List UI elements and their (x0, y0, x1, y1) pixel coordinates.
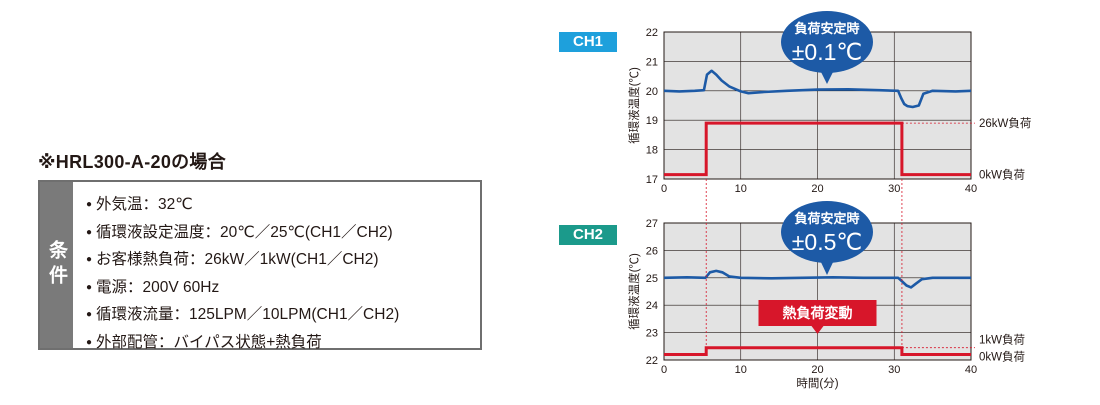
condition-item: お客様熱負荷：26kW／1kW(CH1／CH2) (86, 247, 399, 275)
x-axis-label: 時間(分) (796, 377, 838, 390)
y-tick-label: 24 (646, 300, 658, 312)
condition-item: 循環液流量：125LPM／10LPM(CH1／CH2) (86, 302, 399, 330)
y-tick-label: 25 (646, 273, 658, 285)
condition-item: 循環液設定温度：20℃／25℃(CH1／CH2) (86, 220, 399, 248)
callout-bubble (781, 201, 873, 263)
condition-item: 外部配管：バイパス状態+熱負荷 (86, 330, 399, 358)
y-tick-label: 18 (646, 145, 658, 157)
conditions-list: 外気温：32℃ 循環液設定温度：20℃／25℃(CH1／CH2) お客様熱負荷：… (86, 192, 399, 358)
y-axis-label: 循環液温度(℃) (627, 253, 641, 330)
y-tick-label: 26 (646, 245, 658, 257)
callout-value: ±0.5℃ (792, 229, 862, 255)
x-tick-label: 30 (888, 183, 900, 195)
x-tick-label: 10 (735, 364, 747, 376)
x-tick-label: 10 (735, 183, 747, 195)
x-tick-label: 30 (888, 364, 900, 376)
temperature-series-line (663, 269, 971, 289)
callout-bubble (781, 11, 873, 73)
load-high-label: 26kW負荷 (979, 117, 1031, 130)
ch1-badge: CH1 (559, 32, 617, 52)
x-tick-label: 20 (811, 364, 823, 376)
load-high-label: 1kW負荷 (979, 334, 1025, 347)
y-tick-label: 21 (646, 56, 658, 68)
conditions-box: 条件 外気温：32℃ 循環液設定温度：20℃／25℃(CH1／CH2) お客様熱… (38, 180, 482, 351)
event-label-box (758, 300, 877, 326)
x-tick-label: 0 (661, 364, 667, 376)
y-axis-label: 循環液温度(℃) (627, 67, 641, 144)
x-tick-label: 20 (811, 183, 823, 195)
event-label-pointer (811, 326, 824, 334)
y-tick-label: 19 (646, 115, 658, 127)
y-tick-label: 17 (646, 174, 658, 186)
conditions-title: ※HRL300-A-20の場合 (38, 152, 227, 172)
y-tick-label: 22 (646, 27, 658, 39)
condition-item: 外気温：32℃ (86, 192, 399, 220)
callout-value: ±0.1℃ (792, 39, 862, 65)
conditions-header-label: 条件 (46, 240, 67, 290)
load-low-label: 0kW負荷 (979, 351, 1025, 364)
load-low-label: 0kW負荷 (979, 169, 1025, 182)
y-tick-label: 27 (646, 218, 658, 230)
event-label: 熱負荷変動 (783, 305, 853, 321)
condition-item: 電源：200V 60Hz (86, 275, 399, 303)
y-tick-label: 22 (646, 355, 658, 367)
x-tick-label: 40 (965, 364, 977, 376)
x-tick-label: 40 (965, 183, 977, 195)
callout-title: 負荷安定時 (794, 21, 859, 36)
y-tick-label: 23 (646, 328, 658, 340)
temperature-series-line (663, 69, 972, 109)
x-tick-label: 0 (661, 183, 667, 195)
y-tick-label: 20 (646, 86, 658, 98)
ch2-badge: CH2 (559, 225, 617, 245)
load-series-line (664, 346, 971, 356)
conditions-header: 条件 (40, 182, 73, 348)
load-series-line (664, 121, 971, 177)
callout-title: 負荷安定時 (794, 211, 859, 226)
